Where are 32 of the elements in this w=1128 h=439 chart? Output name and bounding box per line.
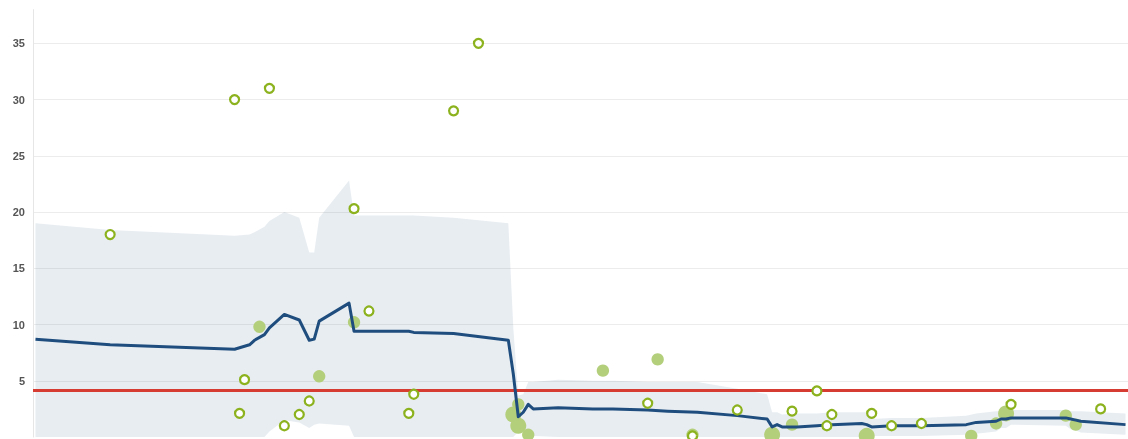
y-tick-label: 30 — [12, 93, 25, 106]
point — [278, 420, 290, 432]
y-tick-label: 20 — [12, 206, 25, 219]
point — [363, 305, 375, 317]
point — [811, 385, 823, 397]
point — [228, 93, 241, 106]
point — [826, 408, 838, 421]
point — [472, 37, 485, 49]
y-tick-label: 15 — [12, 262, 25, 275]
y-tick-label: 5 — [18, 374, 25, 387]
point — [866, 407, 878, 419]
point — [293, 408, 305, 421]
y-tick-label: 25 — [12, 149, 25, 162]
y-tick-label: 10 — [12, 318, 25, 331]
point — [447, 105, 460, 117]
point — [1005, 398, 1017, 410]
point — [403, 407, 415, 419]
y-tick-label: 35 — [12, 37, 25, 50]
point — [263, 82, 276, 94]
point — [104, 228, 116, 241]
point — [885, 420, 898, 432]
point — [642, 397, 654, 409]
point — [408, 388, 420, 400]
point — [821, 420, 833, 432]
point — [786, 405, 798, 417]
point — [348, 203, 360, 215]
point — [303, 395, 315, 407]
point — [233, 407, 246, 419]
point — [1095, 403, 1107, 415]
point — [731, 404, 743, 416]
point — [238, 374, 251, 386]
point — [915, 417, 928, 430]
